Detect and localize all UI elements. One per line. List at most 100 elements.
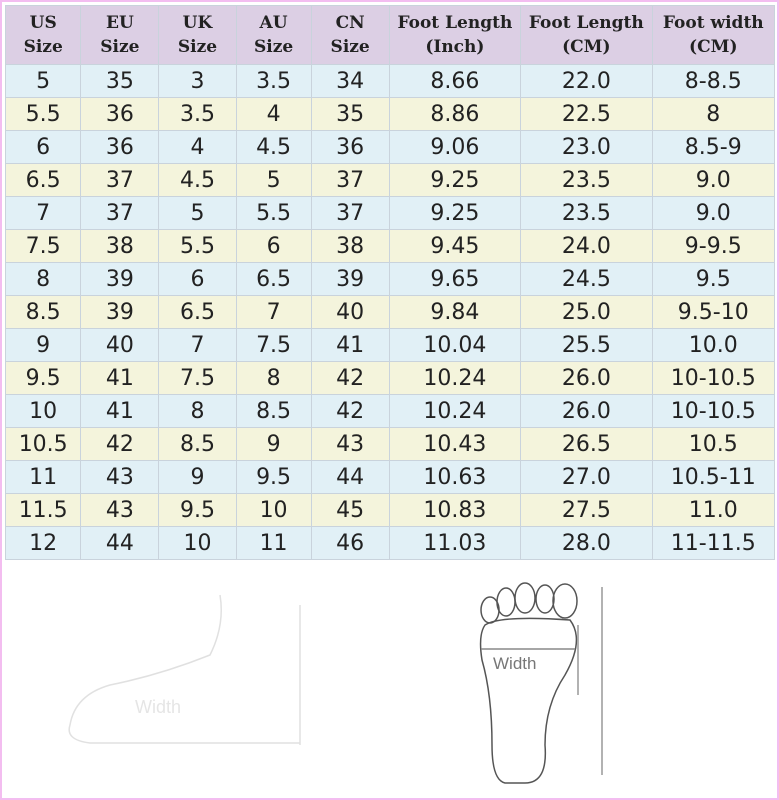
table-cell: 8.86 (388, 97, 522, 131)
table-cell: 41 (80, 361, 160, 395)
table-cell: 37 (80, 196, 160, 230)
table-cell: 8.5 (4, 295, 82, 329)
table-cell: 5.5 (158, 229, 237, 263)
table-cell: 37 (310, 163, 390, 197)
table-cell: 3 (158, 64, 237, 98)
table-cell: 37 (80, 163, 160, 197)
table-cell: 12 (4, 526, 82, 560)
side-width-label: Width (135, 697, 181, 717)
table-cell: 22.5 (520, 97, 653, 131)
header-text: Size (177, 37, 218, 57)
header-text: (Inch) (425, 37, 485, 57)
table-cell: 6 (158, 262, 237, 296)
header-text: Size (23, 37, 63, 57)
table-cell: 42 (80, 427, 160, 461)
header-text: Foot width (662, 13, 764, 33)
table-cell: 44 (80, 526, 160, 560)
table-cell: 4.5 (235, 130, 312, 164)
table-row: 11.5 43 9.5 10 45 10.83 27.5 11.0 (4, 493, 776, 527)
table-cell: 6.5 (4, 163, 82, 197)
table-cell: 36 (310, 130, 390, 164)
table-cell: 42 (310, 361, 390, 395)
header-text: (CM) (689, 37, 738, 57)
table-cell: 26.0 (520, 361, 653, 395)
table-cell: 26.5 (520, 427, 653, 461)
table-cell: 23.5 (520, 196, 653, 230)
table-cell: 34 (310, 64, 390, 98)
table-cell: 25.5 (520, 328, 653, 362)
column-header: Foot Length (Inch) (388, 5, 522, 65)
table-cell: 5.5 (4, 97, 82, 131)
table-cell: 10.5 (651, 427, 776, 461)
table-cell: 6.5 (158, 295, 237, 329)
table-cell: 36 (80, 130, 160, 164)
table-cell: 3.5 (158, 97, 237, 131)
table-row: 8.5 39 6.5 7 40 9.84 25.0 9.5-10 (4, 295, 776, 329)
table-cell: 5 (158, 196, 237, 230)
table-cell: 7 (158, 328, 237, 362)
table-cell: 4.5 (158, 163, 237, 197)
table-cell: 11.5 (4, 493, 82, 527)
table-cell: 5 (4, 64, 82, 98)
table-cell: 37 (310, 196, 390, 230)
header-text: EU (105, 13, 134, 33)
table-cell: 10.43 (388, 427, 522, 461)
header-text: UK (182, 13, 213, 33)
table-cell: 39 (310, 262, 390, 296)
table-cell: 40 (80, 328, 160, 362)
table-cell: 10 (4, 394, 82, 428)
table-cell: 10.63 (388, 460, 522, 494)
column-header: EU Size (80, 5, 160, 65)
table-cell: 10.83 (388, 493, 522, 527)
table-cell: 9.0 (651, 163, 776, 197)
table-cell: 9.5 (158, 493, 237, 527)
header-text: Size (330, 37, 370, 57)
header-text: CN (335, 13, 365, 33)
table-cell: 25.0 (520, 295, 653, 329)
sole-width-label: Width (493, 654, 536, 673)
table-cell: 44 (310, 460, 390, 494)
table-cell: 39 (80, 295, 160, 329)
table-cell: 11 (235, 526, 312, 560)
table-cell: 35 (80, 64, 160, 98)
table-cell: 8-8.5 (651, 64, 776, 98)
table-cell: 10.04 (388, 328, 522, 362)
table-cell: 11-11.5 (651, 526, 776, 560)
table-cell: 9 (4, 328, 82, 362)
table-cell: 4 (235, 97, 312, 131)
table-cell: 10-10.5 (651, 394, 776, 428)
table-cell: 10.5-11 (651, 460, 776, 494)
table-row: 5 35 3 3.5 34 8.66 22.0 8-8.5 (4, 64, 776, 98)
header-text: Foot Length (528, 13, 644, 33)
table-cell: 9.5 (651, 262, 776, 296)
side-foot-diagram: Width (68, 594, 301, 745)
table-cell: 6 (235, 229, 312, 263)
table-cell: 6.5 (235, 262, 312, 296)
table-row: 7 37 5 5.5 37 9.25 23.5 9.0 (4, 196, 776, 230)
header-text: AU (259, 13, 288, 33)
table-cell: 8 (158, 394, 237, 428)
column-header: AU Size (235, 5, 312, 65)
table-cell: 27.5 (520, 493, 653, 527)
table-row: 9 40 7 7.5 41 10.04 25.5 10.0 (4, 328, 776, 362)
table-cell: 4 (158, 130, 237, 164)
table-cell: 10-10.5 (651, 361, 776, 395)
table-cell: 9.65 (388, 262, 522, 296)
header-text: (CM) (562, 37, 611, 57)
table-cell: 7.5 (158, 361, 237, 395)
table-cell: 41 (80, 394, 160, 428)
header-text: Foot Length (397, 13, 513, 33)
table-cell: 3.5 (235, 64, 312, 98)
table-cell: 8 (235, 361, 312, 395)
header-row: US Size EU Size UK Size AU Size CN Size Foot Lengt… (4, 5, 776, 65)
table-cell: 10.24 (388, 361, 522, 395)
table-cell: 45 (310, 493, 390, 527)
table-cell: 38 (80, 229, 160, 263)
table-cell: 7.5 (4, 229, 82, 263)
table-row: 10.5 42 8.5 9 43 10.43 26.5 10.5 (4, 427, 776, 461)
table-cell: 9-9.5 (651, 229, 776, 263)
table-cell: 23.0 (520, 130, 653, 164)
table-cell: 24.0 (520, 229, 653, 263)
table-cell: 36 (80, 97, 160, 131)
